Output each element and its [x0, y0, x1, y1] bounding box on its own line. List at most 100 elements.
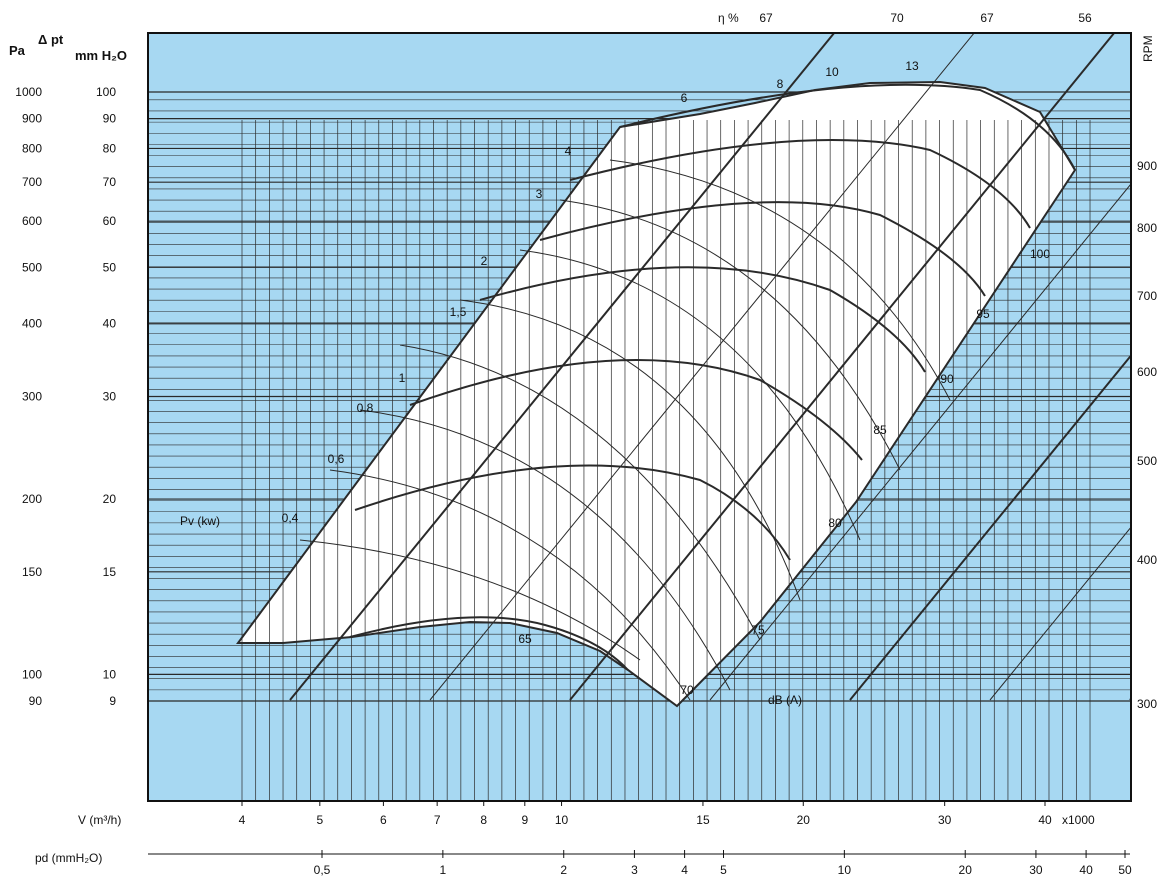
pa-tick-label: 400	[22, 317, 42, 331]
power-curve	[559, 199, 901, 471]
pa-tick-label: 1000	[15, 85, 42, 99]
rpm-curve	[409, 359, 863, 461]
flow-tick-label: 20	[797, 813, 811, 827]
power-value-label: 8	[777, 77, 784, 91]
pd-tick-label: 50	[1118, 863, 1132, 877]
power-value-label: 2	[481, 254, 488, 268]
power-value-label: 0,6	[328, 452, 345, 466]
flow-tick-label: 40	[1038, 813, 1052, 827]
rpm-diagonal	[989, 526, 1131, 701]
efficiency-label: 67	[980, 11, 994, 25]
rpm-tick-label: 300	[1137, 697, 1157, 711]
flow-tick-label: 7	[434, 813, 441, 827]
flow-tick-label: 30	[938, 813, 952, 827]
x-axis-label: V (m³/h)	[78, 813, 121, 827]
noise-value-label: 80	[828, 516, 842, 530]
power-curve	[519, 249, 861, 541]
noise-value-label: 100	[1030, 247, 1050, 261]
pd-axis-label: pd (mmH₂O)	[35, 851, 102, 865]
flow-gridlines	[241, 120, 1091, 801]
noise-value-label: 75	[751, 623, 765, 637]
flow-tick-label: 4	[239, 813, 246, 827]
rpm-diagonal	[1129, 697, 1131, 701]
curve-labels: Pv (kw) 0,4 0,6 0,8 1 1,5 2 3 4 6 8 10 13 65 70 75 80 85 9…	[180, 59, 1050, 707]
pd-tick-label: 10	[838, 863, 852, 877]
noise-value-label: 90	[940, 372, 954, 386]
mmh2o-tick-label: 60	[103, 214, 117, 228]
power-value-label: 6	[681, 91, 688, 105]
rpm-curve	[619, 83, 1076, 171]
pd-tick-label: 30	[1029, 863, 1043, 877]
flow-tick-label: 5	[316, 813, 323, 827]
mmh2o-tick-label: 9	[109, 694, 116, 708]
rpm-diagonal	[709, 183, 1131, 701]
power-curve	[359, 409, 731, 691]
rpm-curve	[569, 139, 1031, 229]
pa-tick-label: 300	[22, 390, 42, 404]
noise-value-label: 65	[518, 632, 532, 646]
rpm-header: RPM	[1141, 35, 1155, 62]
rpm-curve	[354, 464, 791, 561]
pa-tick-label: 200	[22, 492, 42, 506]
rpm-tick-label: 700	[1137, 289, 1157, 303]
noise-value-label: 70	[680, 683, 694, 697]
rpm-diagonal	[429, 33, 975, 701]
pd-tick-label: 4	[681, 863, 688, 877]
rpm-curve	[349, 616, 629, 671]
mmh2o-tick-label: 40	[103, 317, 117, 331]
power-value-label: 1,5	[450, 305, 467, 319]
power-curve	[609, 159, 951, 401]
power-value-label: 3	[536, 187, 543, 201]
power-value-label: 13	[905, 59, 919, 73]
flow-tick-label: 9	[521, 813, 528, 827]
pa-tick-label: 150	[22, 565, 42, 579]
noise-value-label: 85	[873, 423, 887, 437]
mmh2o-tick-label: 15	[103, 565, 117, 579]
rpm-tick-label: 500	[1137, 454, 1157, 468]
efficiency-label: 56	[1078, 11, 1092, 25]
mmh2o-tick-label: 80	[103, 141, 117, 155]
rpm-tick-label: 900	[1137, 159, 1157, 173]
eta-header: η %	[718, 11, 739, 25]
flow-tick-label: 6	[380, 813, 387, 827]
pd-tick-label: 20	[959, 863, 973, 877]
pa-tick-label: 900	[22, 112, 42, 126]
flow-tick-label: 10	[555, 813, 569, 827]
mmh2o-header: mm H₂O	[75, 48, 127, 63]
pd-tick-label: 0,5	[314, 863, 331, 877]
pd-tick-label: 5	[720, 863, 727, 877]
pa-tick-label: 700	[22, 175, 42, 189]
noise-unit-label: dB (A)	[768, 693, 802, 707]
flow-tick-label: 15	[696, 813, 710, 827]
rpm-tick-label: 800	[1137, 221, 1157, 235]
power-value-label: 0,4	[282, 511, 299, 525]
efficiency-label: 70	[890, 11, 904, 25]
mmh2o-tick-label: 100	[96, 85, 116, 99]
power-value-label: 1	[399, 371, 406, 385]
mmh2o-tick-label: 90	[103, 112, 117, 126]
mmh2o-tick-label: 20	[103, 492, 117, 506]
mmh2o-tick-label: 10	[103, 667, 117, 681]
rpm-diagonal	[569, 33, 1116, 701]
efficiency-label: 67	[759, 11, 773, 25]
power-curve	[399, 344, 761, 641]
power-label: Pv (kw)	[180, 514, 220, 528]
power-curve	[329, 469, 691, 701]
mmh2o-tick-label: 70	[103, 175, 117, 189]
pa-header: Pa	[9, 43, 26, 58]
plot-frame	[147, 32, 1132, 802]
pa-tick-label: 600	[22, 214, 42, 228]
pd-tick-label: 40	[1079, 863, 1093, 877]
dpt-header: Δ pt	[38, 32, 64, 47]
power-curve	[299, 539, 641, 661]
mmh2o-tick-label: 50	[103, 260, 117, 274]
rpm-tick-label: 400	[1137, 553, 1157, 567]
power-value-label: 10	[825, 65, 839, 79]
rpm-diagonals	[289, 33, 1131, 701]
power-value-label: 4	[565, 144, 572, 158]
pa-tick-label: 100	[22, 667, 42, 681]
power-curve	[459, 299, 801, 601]
rpm-curve	[539, 201, 986, 297]
